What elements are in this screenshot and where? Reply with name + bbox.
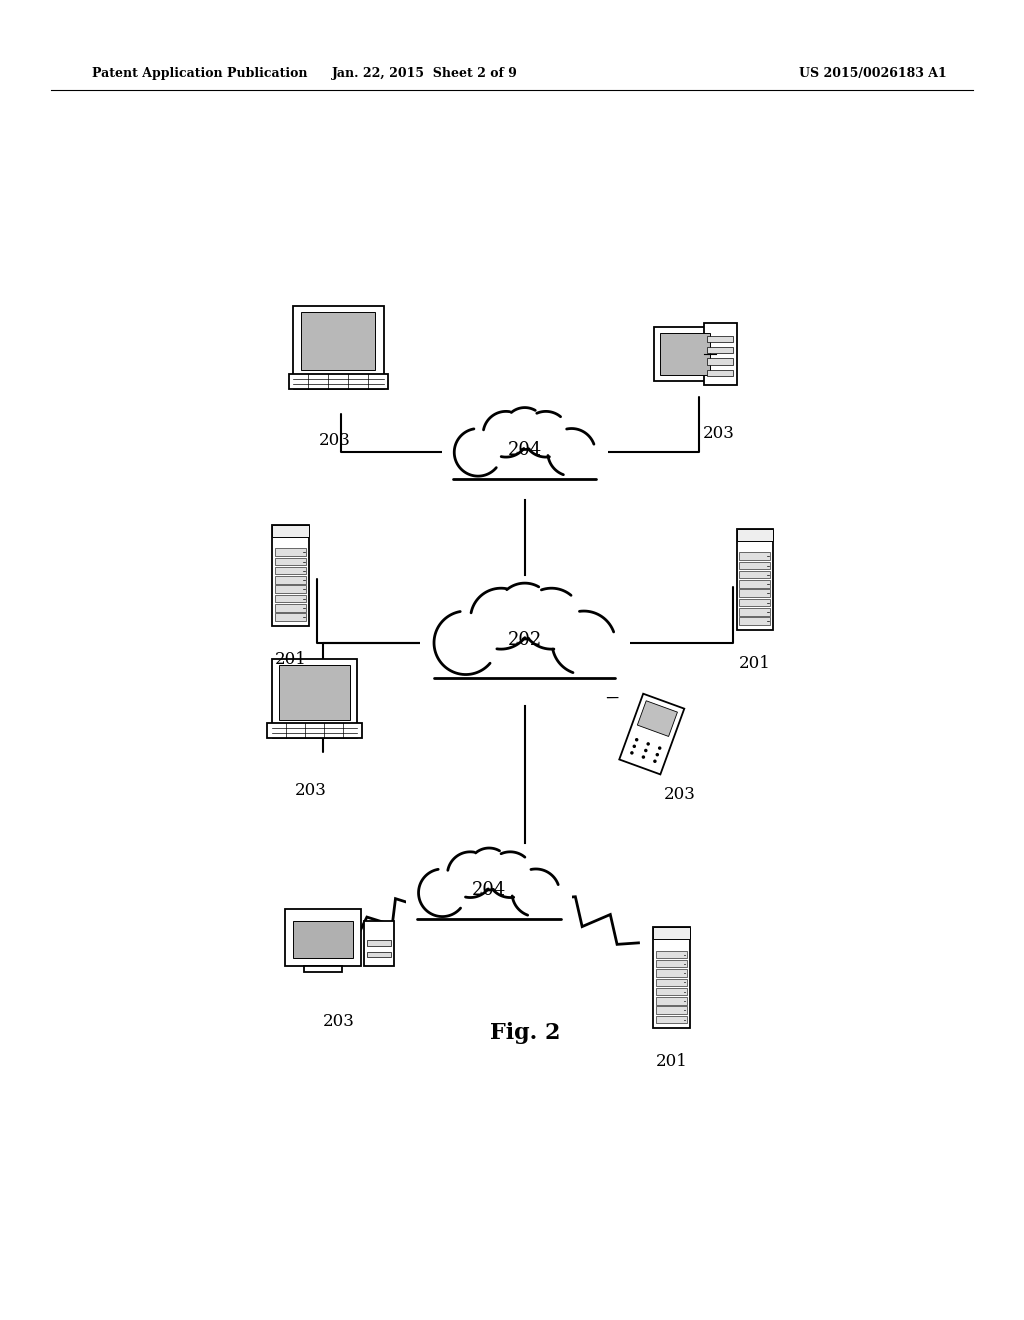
Text: 203: 203 [323,1014,354,1031]
Bar [707,358,733,364]
Text: 203: 203 [703,425,735,442]
Bar [739,618,770,624]
Text: US 2015/0026183 A1: US 2015/0026183 A1 [799,67,946,81]
Bar [289,374,388,389]
Circle shape [521,589,582,649]
Bar [739,579,770,587]
Bar [275,614,306,620]
Polygon shape [407,915,572,933]
Bar [660,333,710,375]
Bar [739,570,770,578]
Circle shape [644,748,647,752]
Bar [272,525,309,626]
Circle shape [504,408,546,450]
Bar [656,969,687,977]
Circle shape [646,742,650,746]
Circle shape [447,851,494,898]
Polygon shape [442,409,607,479]
Bar [656,978,687,986]
Text: 201: 201 [274,651,306,668]
Text: 202: 202 [508,631,542,648]
Circle shape [434,611,498,675]
Bar [293,306,384,378]
Bar [656,997,687,1005]
Circle shape [419,869,466,916]
Circle shape [483,412,528,457]
Circle shape [642,755,645,759]
Text: Jan. 22, 2015  Sheet 2 of 9: Jan. 22, 2015 Sheet 2 of 9 [332,67,518,81]
Circle shape [455,429,502,477]
Bar [368,940,391,945]
Bar [653,327,716,381]
Bar [267,723,361,738]
Text: Fig. 2: Fig. 2 [489,1022,560,1044]
Bar [739,599,770,606]
Bar [365,921,394,966]
Polygon shape [442,474,607,492]
Bar [707,370,733,376]
Text: 201: 201 [739,655,771,672]
Bar [656,960,687,968]
Circle shape [630,751,634,755]
Text: Patent Application Publication: Patent Application Publication [92,67,307,81]
Bar [736,529,773,541]
Bar [275,605,306,611]
Circle shape [633,744,636,748]
Bar [653,927,690,1028]
Polygon shape [407,850,572,919]
Bar [656,950,687,958]
Circle shape [470,589,531,649]
Bar [272,525,309,537]
Bar [293,921,353,958]
Circle shape [487,851,534,898]
Bar [275,586,306,593]
Text: 204: 204 [472,882,506,899]
Bar [656,1015,687,1023]
Circle shape [468,847,510,890]
Bar [653,927,690,940]
Bar [275,576,306,583]
Bar [656,987,687,995]
Text: 201: 201 [655,1053,687,1071]
Text: 203: 203 [295,781,327,799]
Bar [739,590,770,597]
Circle shape [635,738,638,742]
Polygon shape [620,694,684,775]
Circle shape [497,583,553,639]
Polygon shape [420,672,630,697]
Circle shape [653,759,656,763]
Bar [301,313,376,370]
Bar [703,323,736,385]
Bar [736,529,773,630]
Bar [368,952,391,957]
Bar [707,347,733,354]
Text: 203: 203 [318,433,350,450]
Circle shape [552,611,615,675]
Polygon shape [420,586,630,677]
Bar [280,665,349,719]
Bar [275,557,306,565]
Polygon shape [637,701,678,737]
Bar [275,566,306,574]
Circle shape [655,752,659,756]
Circle shape [523,412,568,457]
Bar [739,552,770,560]
Bar [285,909,360,966]
Bar [304,966,342,972]
Bar [271,659,357,727]
Bar [739,609,770,615]
Text: 203: 203 [664,785,695,803]
Bar [297,731,332,737]
Circle shape [512,869,560,916]
Circle shape [658,746,662,750]
Bar [275,595,306,602]
Bar [275,548,306,556]
Bar [656,1006,687,1014]
Bar [707,335,733,342]
Bar [739,561,770,569]
Bar [321,383,356,388]
Text: 204: 204 [508,441,542,459]
Circle shape [548,429,595,477]
